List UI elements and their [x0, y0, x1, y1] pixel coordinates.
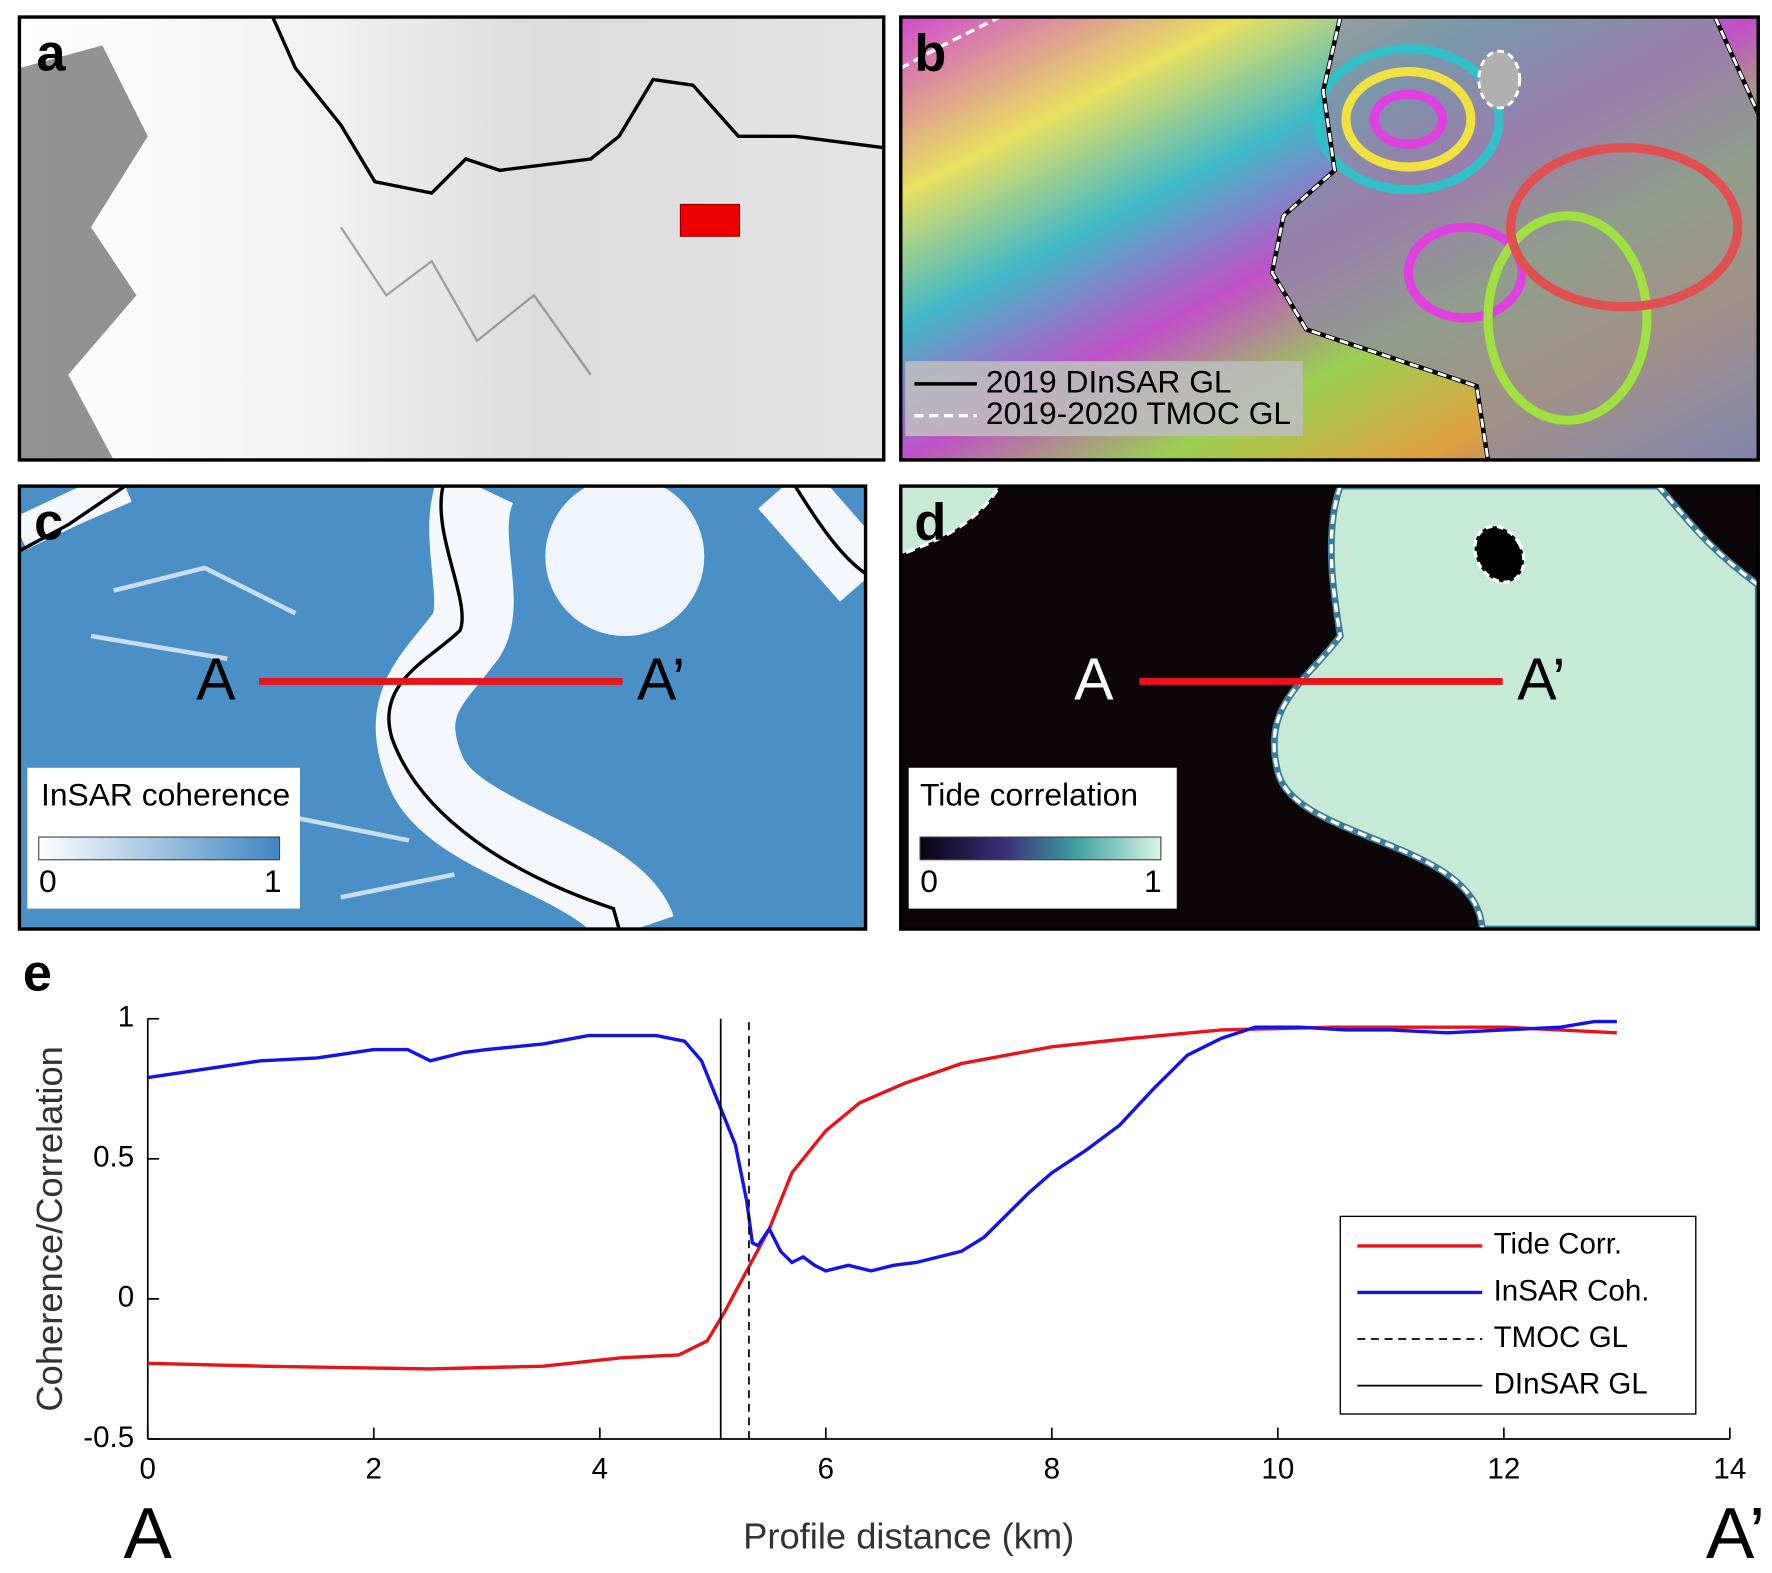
- profile-end: A’: [1517, 646, 1565, 712]
- panel-frame: [899, 484, 1760, 931]
- colorbar-title: InSAR coherence: [41, 777, 290, 813]
- legend-label: TMOC GL: [1494, 1321, 1628, 1354]
- terrain: [19, 45, 148, 460]
- panel-letter: b: [914, 25, 946, 83]
- legend-label: 2019 DInSAR GL: [986, 363, 1232, 399]
- colorbar-tick: 0: [39, 863, 57, 899]
- panel-letter: c: [34, 494, 63, 552]
- grounding-line: [19, 486, 866, 575]
- terrain: [339, 226, 592, 376]
- colorbar-tick: 1: [1144, 863, 1162, 899]
- panel-b: 2019 DInSAR GL 2019-2020 TMOC GL b: [899, 15, 1760, 462]
- tmoc-gl: [1272, 486, 1759, 930]
- grounding-line: [387, 486, 621, 930]
- profile-start: A: [196, 646, 236, 712]
- colorbar-tick: 1: [264, 863, 282, 899]
- legend-label: DInSAR GL: [1494, 1367, 1648, 1400]
- map-background: [19, 17, 884, 460]
- tmoc-gl: [1472, 524, 1526, 584]
- x-tick-label: 8: [1044, 1453, 1060, 1486]
- x-axis-label: Profile distance (km): [743, 1516, 1074, 1557]
- y-tick-label: 0.5: [93, 1141, 134, 1174]
- study-area: [679, 203, 741, 237]
- low-coherence-band: [375, 486, 674, 930]
- legend-label: 2019-2020 TMOC GL: [986, 395, 1291, 431]
- x-tick-label: 10: [1261, 1453, 1294, 1486]
- tmoc-gl: [1270, 17, 1759, 460]
- x-tick-label: 4: [592, 1453, 608, 1486]
- texture: [90, 565, 455, 900]
- legend-label: InSAR Coh.: [1494, 1274, 1650, 1307]
- panel-frame: [17, 484, 868, 931]
- profile-end: A’: [637, 646, 685, 712]
- colorbar: [38, 836, 281, 861]
- x-tick-label: 14: [1713, 1453, 1746, 1486]
- coastline: [271, 16, 884, 195]
- panel-frame: [899, 15, 1760, 462]
- y-tick-label: 1: [118, 1001, 134, 1034]
- fringes: [1313, 44, 1743, 425]
- x-tick-label: 0: [140, 1453, 156, 1486]
- profile-end: A’: [1706, 1493, 1765, 1573]
- panel-letter: a: [36, 25, 66, 83]
- panel-letter: d: [914, 494, 946, 552]
- legend-box: [905, 361, 1303, 437]
- series-line: [147, 1019, 1617, 1273]
- profile-start: A: [1074, 646, 1114, 712]
- colorbar: [919, 836, 1162, 861]
- panel-c: A A’ InSAR coherence 0 1 c: [17, 484, 868, 931]
- y-tick-label: 0: [118, 1281, 134, 1314]
- profile-start: A: [124, 1493, 173, 1573]
- x-tick-label: 6: [818, 1453, 834, 1486]
- tmoc-gl: [1477, 49, 1522, 110]
- panel-letter: e: [23, 945, 52, 1003]
- panel-frame: [17, 15, 886, 462]
- legend-box: [1339, 1215, 1697, 1415]
- high-correlation-area: [900, 486, 1002, 557]
- legend-label: Tide Corr.: [1494, 1228, 1622, 1261]
- x-tick-label: 12: [1487, 1453, 1520, 1486]
- low-coherence-band: [19, 486, 132, 550]
- panel-a: a: [17, 15, 886, 462]
- low-coherence-area: [545, 486, 705, 636]
- colorbar-title: Tide correlation: [920, 777, 1138, 813]
- colorbar-tick: 0: [920, 863, 938, 899]
- y-axis-label: Coherence/Correlation: [29, 1046, 70, 1412]
- x-tick-label: 2: [366, 1453, 382, 1486]
- tmoc-gl: [900, 17, 1001, 70]
- series-line: [147, 1025, 1617, 1371]
- panel-d: A A’ Tide correlation 0 1 d: [899, 484, 1760, 931]
- y-tick-label: -0.5: [83, 1421, 134, 1454]
